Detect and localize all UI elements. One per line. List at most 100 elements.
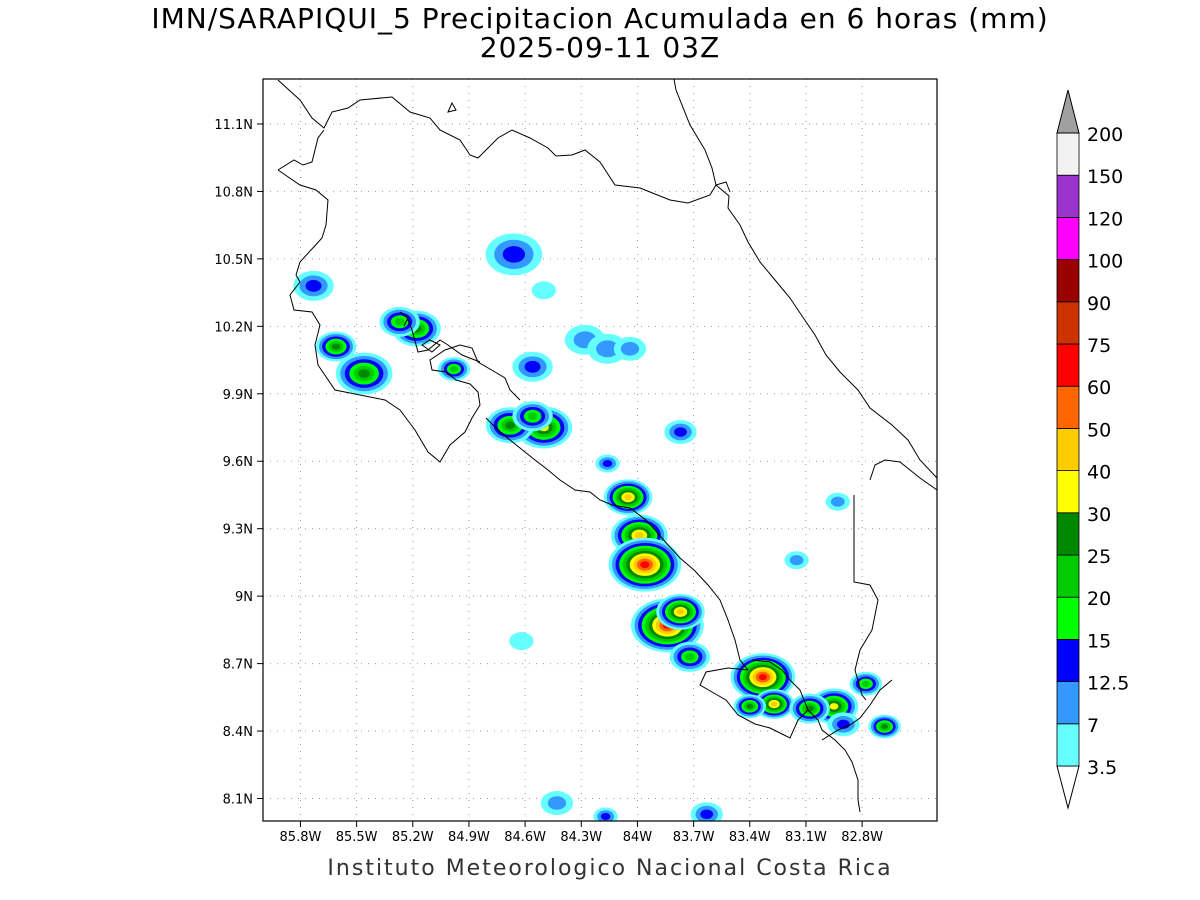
rain-cell [730,653,796,702]
y-tick-label: 11.1N [214,118,253,133]
rain-cell [825,492,850,511]
rain-contour [505,421,516,429]
rain-contour [640,561,650,569]
precipitation-field [293,233,901,821]
y-tick-label: 8.4N [223,725,253,740]
x-tick-label: 83.4W [729,830,771,845]
rain-contour [881,724,888,730]
rain-cell [613,336,647,361]
rain-contour [758,674,767,681]
colorbar-label: 90 [1087,293,1111,315]
x-tick-label: 83.7W [673,830,715,845]
x-tick-label: 84.3W [560,830,602,845]
rain-contour [596,340,619,358]
rain-cell [335,352,393,395]
rain-cell [868,714,901,739]
rain-contour [547,796,567,810]
rain-cell [789,693,830,724]
chart-title: IMN/SARAPIQUI_5 Precipitacion Acumulada … [151,2,1049,35]
colorbar-arrow-low [1056,765,1080,810]
colorbar-label: 75 [1087,335,1111,357]
y-tick-label: 8.7N [223,658,253,673]
colorbar-swatch [1056,639,1080,683]
y-axis-ticks: 11.1N 10.8N 10.5N 10.2N 9.9N 9.6N 9.3N 9N 8.7N 8.… [214,118,263,808]
y-tick-label: 8.1N [223,793,253,808]
colorbar-arrow-high [1056,89,1080,134]
rain-cell [827,712,860,737]
colorbar-label: 50 [1087,419,1111,441]
rain-contour [531,281,556,300]
burica [821,679,893,741]
rain-contour [861,680,870,687]
colorbar-swatch [1056,343,1080,387]
y-tick-label: 9.9N [223,388,253,403]
colorbar-label: 40 [1087,462,1111,484]
colorbar-swatch [1056,470,1080,514]
colorbar-swatch [1056,174,1080,218]
rain-contour [600,812,611,821]
rain-contour [829,703,839,710]
osa-peninsula [699,659,809,739]
y-tick-label: 10.2N [214,320,253,335]
x-tick-label: 82.8W [841,830,883,845]
rain-contour [394,318,405,326]
rain-contour [524,360,541,373]
x-tick-label: 84.9W [448,830,490,845]
rain-contour [620,342,640,356]
colorbar-label: 3.5 [1087,757,1117,779]
colorbar-label: 25 [1087,546,1111,568]
x-tick-label: 83.1W [785,830,827,845]
x-tick-label: 85.8W [280,830,322,845]
caribbean-coast [715,184,937,479]
rain-cell [784,551,809,570]
colorbar-label: 12.5 [1087,673,1129,695]
rain-contour [789,555,804,566]
golfo-dulce [807,709,861,813]
x-tick-label: 84W [623,830,653,845]
rain-contour [770,701,778,707]
lake-shore [277,79,717,204]
coast-hook [715,181,731,193]
x-tick-label: 84.6W [504,830,546,845]
gulf-coast [405,314,481,363]
x-axis-ticks: 85.8W 85.5W 85.2W 84.9W 84.6W 84.3W 84W 83.7W 83… [280,821,883,845]
colorbar-label: 100 [1087,251,1123,273]
rain-cell [315,331,357,362]
rain-contour [634,532,644,539]
colorbar-swatch [1056,132,1080,176]
x-tick-label: 85.5W [336,830,378,845]
central-pacific [485,417,749,671]
rain-cell [656,593,705,630]
nicoya-inner [421,339,441,353]
colorbar-label: 200 [1087,124,1123,146]
rain-contour [674,427,687,437]
colorbar-swatch [1056,596,1080,640]
colorbar-swatch [1056,554,1080,598]
rain-cell [603,479,653,516]
rain-cell [509,632,534,651]
rain-contour [746,703,754,709]
colorbar-swatch [1056,427,1080,471]
colorbar-swatch [1056,723,1080,767]
rain-cell [485,407,535,444]
x-tick-label: 85.2W [392,830,434,845]
rain-cell [437,357,471,382]
y-tick-label: 10.5N [214,253,253,268]
rain-cell [540,791,574,815]
footer-credit: Instituto Meteorologico Nacional Costa R… [327,856,893,881]
chart-subtitle: 2025-09-11 03Z [479,31,721,64]
y-tick-label: 10.8N [214,185,253,200]
rain-cell [593,807,618,821]
rain-contour [509,632,534,651]
colorbar-label: 150 [1087,166,1123,188]
rain-contour [502,246,526,263]
colorbar-label: 15 [1087,630,1111,652]
rain-contour [684,653,695,661]
colorbar: 3.5 7 12.5 15 20 25 30 40 50 60 75 90 100 120 150 200 [1056,89,1129,810]
rain-cell [733,694,766,719]
rain-cell [512,351,553,382]
rain-cell [664,420,697,444]
rain-contour [602,459,613,468]
rain-cell [595,454,620,473]
